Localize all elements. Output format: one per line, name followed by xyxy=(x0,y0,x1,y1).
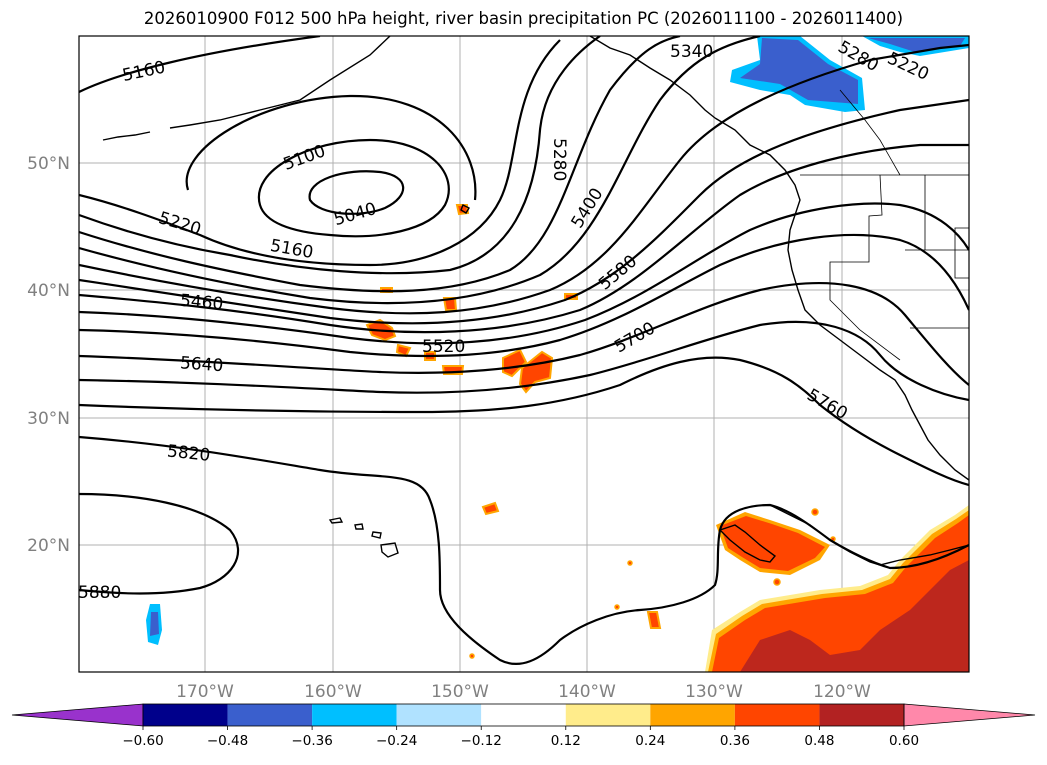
colorbar-outline xyxy=(142,703,905,727)
colorbar-swatch xyxy=(312,704,397,726)
lat-label: 50°N xyxy=(27,154,70,174)
lon-label: 130°W xyxy=(685,682,743,702)
colorbar-tick-label: 0.12 xyxy=(551,733,581,749)
colorbar-swatch xyxy=(819,704,904,726)
colorbar: −0.60 −0.48 −0.36 −0.24 −0.12 0.12 0.24 0.36 0.4… xyxy=(11,703,1036,749)
contour-label: 5820 xyxy=(166,441,211,465)
map-title: 2026010900 F012 500 hPa height, river ba… xyxy=(143,9,904,28)
colorbar-tick-label: −0.12 xyxy=(461,733,502,749)
longitude-labels: 170°W 160°W 150°W 140°W 130°W 120°W xyxy=(176,682,871,702)
contour-label: 5640 xyxy=(179,353,224,376)
colorbar-swatch xyxy=(396,704,482,726)
lon-label: 160°W xyxy=(304,682,362,702)
colorbar-swatch xyxy=(734,704,820,726)
latitude-labels: 50°N 40°N 30°N 20°N xyxy=(27,154,70,556)
colorbar-tick-label: −0.36 xyxy=(291,733,332,749)
plot-area xyxy=(79,36,969,672)
contour-label: 5520 xyxy=(422,337,465,357)
contour-label: 5880 xyxy=(78,583,121,603)
contour-label: 5280 xyxy=(549,138,569,181)
colorbar-tick-label: −0.48 xyxy=(207,733,248,749)
lon-label: 170°W xyxy=(176,682,234,702)
colorbar-extend-low xyxy=(11,703,144,727)
lon-label: 150°W xyxy=(431,682,489,702)
lat-label: 40°N xyxy=(27,281,70,301)
colorbar-tick-label: 0.48 xyxy=(804,733,834,749)
political-borders xyxy=(800,89,969,361)
plot-frame xyxy=(78,35,970,673)
colorbar-swatch xyxy=(650,704,735,726)
lon-label: 120°W xyxy=(813,682,871,702)
colorbar-swatch xyxy=(565,704,651,726)
colorbar-tick-label: 0.60 xyxy=(889,733,919,749)
colorbar-tick-label: 0.36 xyxy=(720,733,750,749)
colorbar-swatch xyxy=(227,704,313,726)
height-contours xyxy=(79,36,969,665)
lat-label: 20°N xyxy=(27,536,70,556)
precip-positive-areas xyxy=(365,204,969,672)
colorbar-tick-label: −0.24 xyxy=(376,733,417,749)
lon-label: 140°W xyxy=(558,682,616,702)
lat-label: 30°N xyxy=(27,409,70,429)
colorbar-tick-label: 0.24 xyxy=(635,733,665,749)
colorbar-tick-label: −0.60 xyxy=(122,733,163,749)
colorbar-swatch xyxy=(481,704,566,726)
colorbar-swatch xyxy=(143,704,228,726)
colorbar-extend-high xyxy=(903,703,1036,727)
contour-label: 5340 xyxy=(670,42,713,62)
contour-label: 5460 xyxy=(179,291,224,315)
precip-negative-areas xyxy=(146,36,969,645)
